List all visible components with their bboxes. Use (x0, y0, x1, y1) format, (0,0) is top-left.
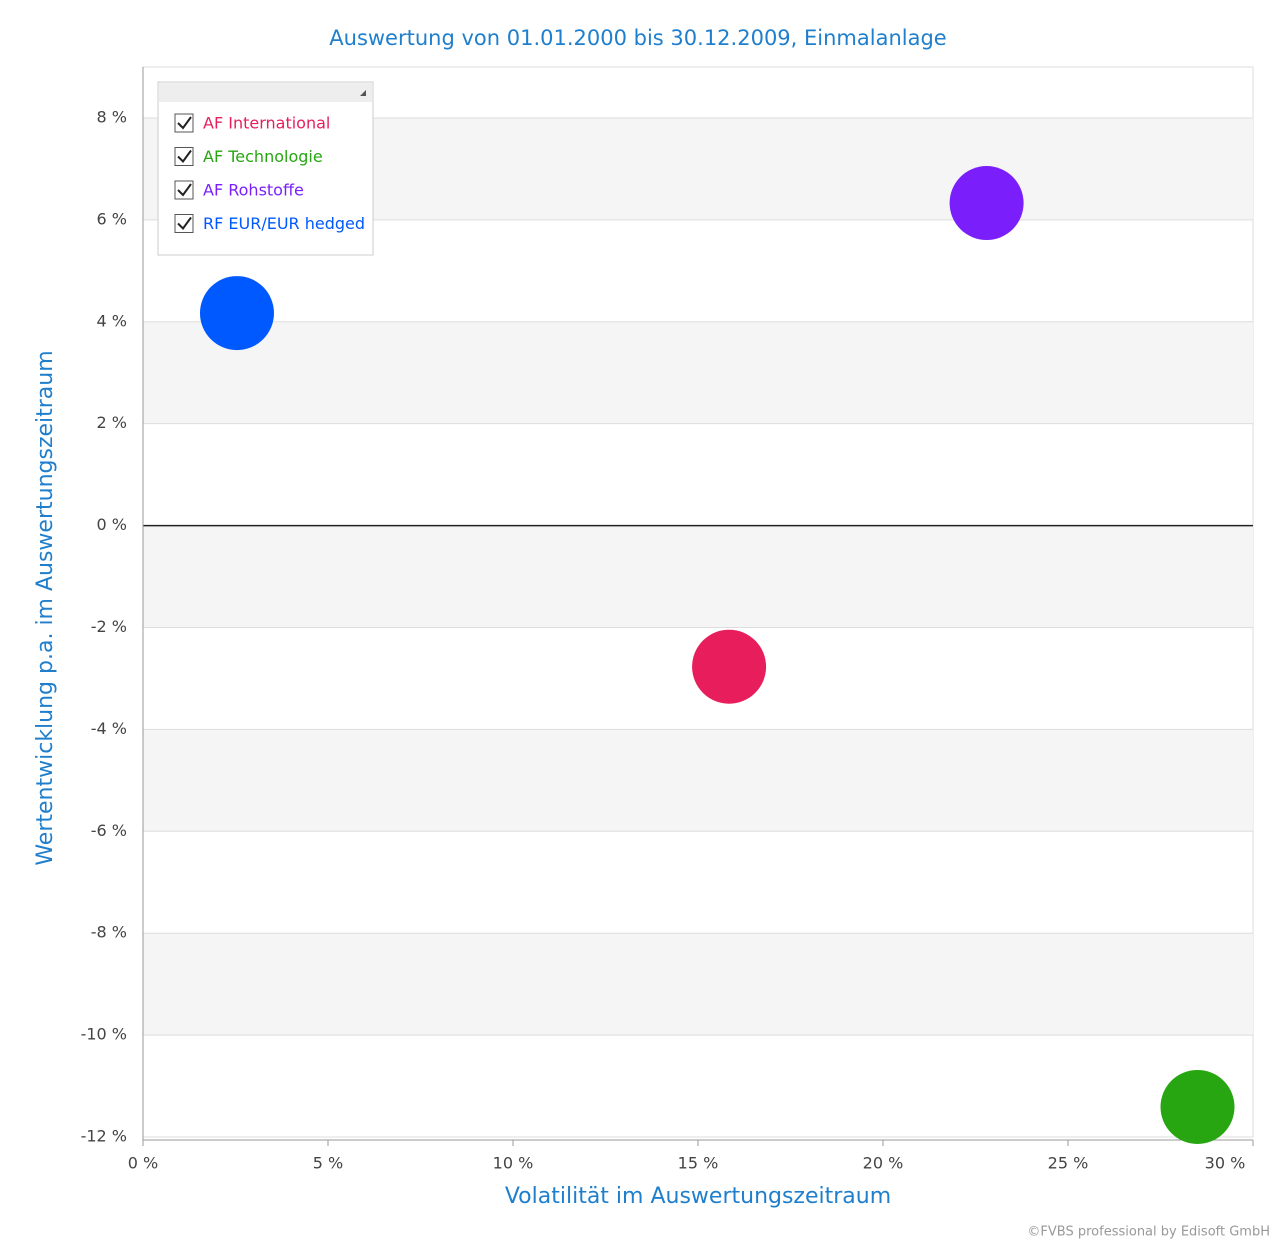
legend-box (157, 81, 374, 256)
y-tick-label: 8 % (97, 107, 127, 126)
legend-checkbox[interactable] (174, 180, 194, 200)
band (143, 321, 1253, 424)
legend-label: AF Rohstoffe (203, 181, 304, 200)
legend-label: AF Technologie (203, 147, 323, 166)
x-tick-label: 20 % (863, 1154, 904, 1173)
x-axis-label: Volatilität im Auswertungszeitraum (505, 1184, 891, 1209)
y-tick-label: 4 % (97, 311, 127, 330)
legend-check (177, 183, 192, 197)
legend-checkbox[interactable] (174, 147, 194, 166)
y-axis-label: Wertentwicklung p.a. im Auswertungszeitr… (33, 350, 58, 865)
band (143, 525, 1253, 628)
legend-grip (360, 90, 366, 96)
y-tick-label: -4 % (91, 719, 127, 738)
legend-check (177, 116, 192, 130)
y-tick-label: -10 % (81, 1025, 127, 1044)
band (143, 933, 1253, 1036)
bubble (692, 629, 767, 704)
legend-label: RF EUR/EUR hedged (203, 214, 365, 233)
footer: ©FVBS professional by Edisoft GmbH (1027, 1225, 1270, 1240)
bubble (1160, 1069, 1235, 1144)
legend: AF International AF Technologie AF Rohstof… (157, 81, 374, 256)
x-tick-label: 5 % (313, 1154, 343, 1173)
y-tick-label: -6 % (91, 821, 127, 840)
y-tick-label: 0 % (97, 515, 127, 534)
y-tick-label: 2 % (97, 413, 127, 432)
y-tick-label: -8 % (91, 923, 127, 942)
y-tick-label: -12 % (81, 1127, 127, 1146)
x-tick-label: 30 % (1205, 1154, 1246, 1173)
legend-check (177, 216, 192, 231)
y-tick-label: -2 % (91, 617, 127, 636)
x-tick-label: 25 % (1048, 1154, 1089, 1173)
y-tick-label: 6 % (97, 209, 127, 228)
band (143, 729, 1253, 832)
chart-title: Auswertung von 01.01.2000 bis 30.12.2009… (329, 26, 946, 50)
legend-label: AF International (203, 114, 330, 133)
bubble (949, 166, 1024, 241)
legend-checkbox[interactable] (174, 214, 194, 233)
x-tick-label: 15 % (678, 1154, 719, 1173)
x-tick-label: 10 % (493, 1154, 534, 1173)
bubble (199, 276, 274, 351)
legend-header (159, 83, 372, 102)
legend-check (177, 149, 192, 164)
x-tick-label: 0 % (128, 1154, 158, 1173)
legend-checkbox[interactable] (174, 113, 194, 133)
